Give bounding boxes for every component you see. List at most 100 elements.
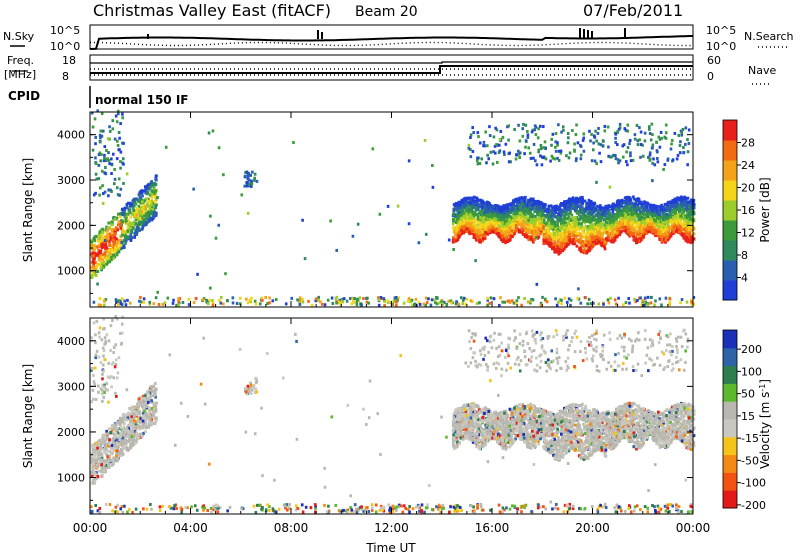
range-gate-cell: [491, 226, 495, 230]
range-gate-cell: [356, 297, 359, 301]
range-gate-cell: [90, 244, 94, 248]
range-gate-cell: [119, 299, 122, 303]
range-gate-cell: [91, 148, 95, 152]
range-gate-cell: [590, 233, 594, 237]
range-gate-cell: [642, 222, 645, 226]
range-gate-cell: [485, 217, 489, 221]
range-gate-cell: [315, 297, 318, 301]
range-gate-cell: [692, 205, 696, 209]
range-gate-cell: [633, 228, 636, 232]
range-gate-cell: [99, 243, 103, 247]
range-gate-cell: [509, 234, 513, 238]
range-gate-cell: [531, 199, 535, 203]
range-gate-cell: [460, 225, 464, 229]
range-gate-cell: [681, 224, 685, 228]
range-gate-cell: [320, 302, 324, 306]
range-gate-cell: [679, 301, 682, 305]
range-gate-cell: [570, 213, 574, 217]
range-gate-cell: [589, 199, 593, 203]
range-gate-cell: [95, 252, 99, 256]
range-gate-cell: [551, 243, 555, 247]
range-gate-cell: [118, 241, 122, 245]
range-gate-cell: [680, 203, 683, 207]
range-gate-cell: [670, 228, 674, 232]
range-gate-cell: [110, 220, 114, 224]
range-gate-cell: [108, 125, 111, 129]
range-gate-cell: [607, 231, 610, 235]
range-gate-cell: [592, 229, 595, 233]
range-gate-cell: [105, 246, 108, 250]
range-gate-cell: [271, 299, 275, 303]
range-gate-cell: [470, 227, 473, 231]
range-gate-cell: [138, 209, 142, 213]
range-gate-cell: [122, 244, 126, 248]
range-gate-cell: [452, 209, 456, 213]
range-gate-cell: [596, 204, 599, 208]
range-gate-cell: [562, 242, 565, 246]
range-gate-cell: [122, 212, 125, 216]
range-gate-cell: [317, 295, 320, 299]
range-gate-cell: [435, 296, 439, 300]
range-gate-cell: [467, 226, 471, 230]
range-gate-cell: [543, 205, 547, 209]
range-gate-cell: [500, 207, 503, 211]
range-gate-cell: [557, 205, 561, 209]
range-gate-cell: [557, 300, 560, 304]
range-gate-cell: [477, 205, 480, 209]
range-gate-cell: [550, 244, 553, 248]
range-gate-cell: [624, 205, 627, 209]
range-gate-cell: [651, 222, 655, 226]
range-gate-cell: [602, 230, 606, 234]
range-gate-cell: [103, 255, 106, 259]
range-gate-cell: [104, 248, 108, 252]
range-gate-cell: [153, 187, 156, 191]
range-gate-cell: [503, 214, 507, 218]
range-gate-cell: [123, 206, 127, 210]
range-gate-cell: [643, 296, 647, 300]
range-gate-cell: [465, 297, 469, 301]
range-gate-cell: [624, 226, 628, 230]
range-gate-cell: [595, 220, 599, 224]
range-gate-cell: [640, 227, 644, 231]
range-gate-cell: [97, 163, 101, 167]
range-gate-cell: [473, 223, 477, 227]
range-gate-cell: [103, 171, 107, 175]
range-gate-cell: [514, 206, 517, 210]
range-gate-cell: [475, 201, 478, 205]
range-gate-cell: [563, 296, 567, 300]
range-gate-cell: [470, 196, 474, 200]
range-gate-cell: [119, 243, 122, 247]
range-gate-cell: [307, 299, 310, 303]
range-gate-cell: [103, 153, 106, 157]
range-gate-cell: [503, 300, 507, 304]
range-gate-cell: [129, 215, 133, 219]
range-gate-cell: [631, 229, 634, 233]
range-gate-cell: [502, 226, 506, 230]
range-gate-cell: [540, 209, 543, 213]
range-gate-cell: [134, 218, 138, 222]
range-gate-cell: [660, 208, 664, 212]
range-gate-cell: [100, 112, 104, 116]
range-gate-cell: [296, 298, 299, 302]
range-gate-cell: [323, 303, 327, 307]
range-gate-cell: [107, 221, 111, 225]
range-gate-cell: [106, 260, 110, 264]
range-gate-cell: [518, 230, 522, 234]
range-gate-cell: [567, 207, 571, 211]
range-gate-cell: [474, 218, 477, 222]
range-gate-cell: [433, 298, 436, 302]
range-gate-cell: [501, 224, 505, 228]
range-gate-cell: [498, 219, 502, 223]
range-gate-cell: [480, 220, 484, 224]
range-gate-cell: [603, 213, 606, 217]
range-gate-cell: [108, 129, 112, 133]
range-gate-cell: [95, 265, 98, 269]
range-gate-cell: [335, 301, 338, 305]
range-gate-cell: [449, 299, 453, 303]
range-gate-cell: [563, 214, 567, 218]
range-gate-cell: [627, 297, 631, 301]
range-gate-cell: [134, 197, 138, 201]
range-gate-cell: [602, 228, 606, 232]
range-gate-cell: [119, 215, 122, 219]
range-gate-cell: [474, 234, 478, 238]
